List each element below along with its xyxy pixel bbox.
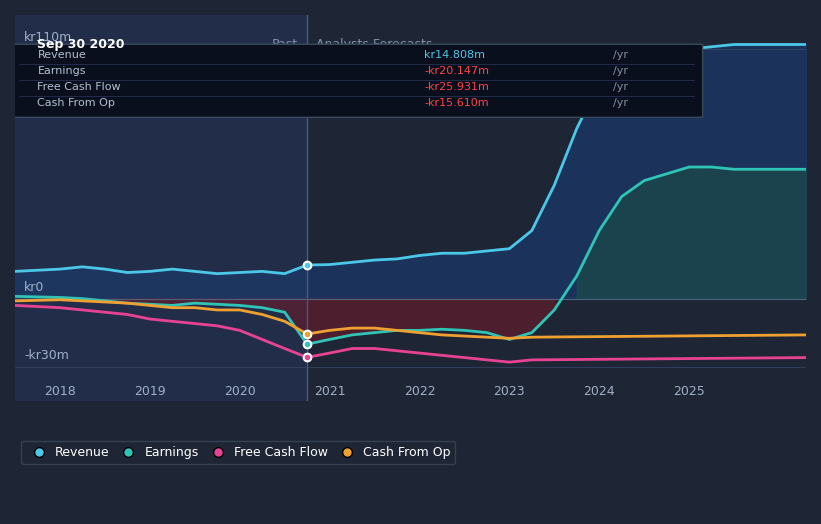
Text: 2024: 2024 bbox=[584, 386, 615, 398]
Text: /yr: /yr bbox=[612, 66, 628, 76]
Text: 2022: 2022 bbox=[404, 386, 435, 398]
Text: kr0: kr0 bbox=[24, 281, 44, 294]
Text: kr110m: kr110m bbox=[24, 31, 72, 45]
Text: 2025: 2025 bbox=[673, 386, 705, 398]
Text: /yr: /yr bbox=[612, 50, 628, 60]
Text: Free Cash Flow: Free Cash Flow bbox=[38, 82, 121, 92]
Text: Revenue: Revenue bbox=[38, 50, 86, 60]
Text: 2020: 2020 bbox=[224, 386, 255, 398]
Text: -kr25.931m: -kr25.931m bbox=[424, 82, 488, 92]
Text: kr14.808m: kr14.808m bbox=[424, 50, 485, 60]
Text: Sep 30 2020: Sep 30 2020 bbox=[38, 38, 125, 51]
Bar bbox=[15, 15, 307, 401]
Text: -kr20.147m: -kr20.147m bbox=[424, 66, 489, 76]
Text: /yr: /yr bbox=[612, 98, 628, 108]
Text: -kr15.610m: -kr15.610m bbox=[424, 98, 488, 108]
Legend: Revenue, Earnings, Free Cash Flow, Cash From Op: Revenue, Earnings, Free Cash Flow, Cash … bbox=[21, 441, 456, 464]
Text: Past: Past bbox=[272, 38, 298, 51]
Text: 2021: 2021 bbox=[314, 386, 346, 398]
Text: -kr30m: -kr30m bbox=[24, 349, 69, 362]
Text: 2019: 2019 bbox=[134, 386, 166, 398]
Text: 2023: 2023 bbox=[493, 386, 525, 398]
Text: 2018: 2018 bbox=[44, 386, 76, 398]
FancyBboxPatch shape bbox=[11, 44, 703, 117]
Text: /yr: /yr bbox=[612, 82, 628, 92]
Text: Analysts Forecasts: Analysts Forecasts bbox=[316, 38, 433, 51]
Text: Earnings: Earnings bbox=[38, 66, 86, 76]
Text: Cash From Op: Cash From Op bbox=[38, 98, 115, 108]
